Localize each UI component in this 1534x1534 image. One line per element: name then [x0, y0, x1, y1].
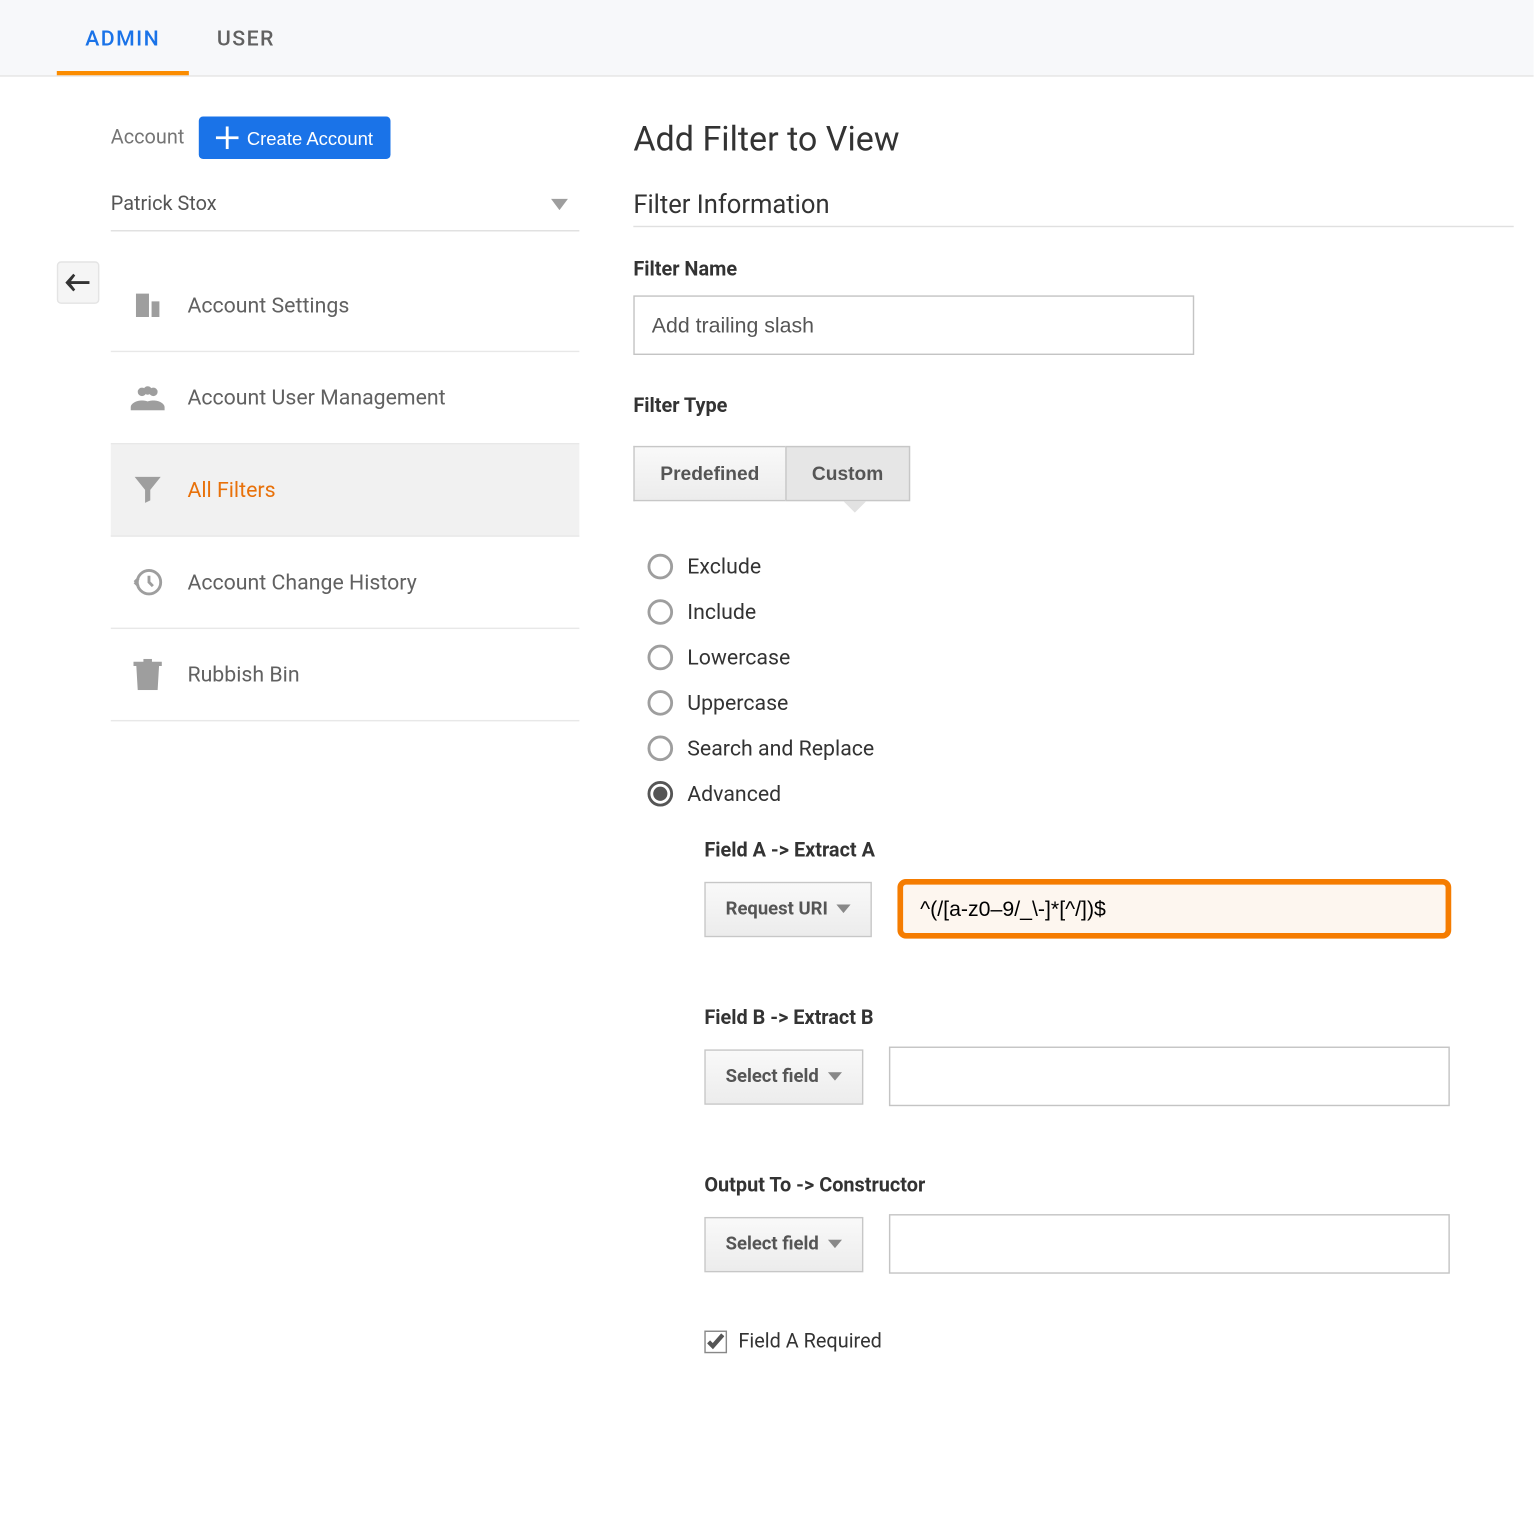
- filter-type-label: Filter Type: [633, 395, 1533, 418]
- chevron-down-icon: [551, 199, 568, 210]
- radio-lowercase[interactable]: Lowercase: [648, 635, 1534, 680]
- sidebar-item-all-filters[interactable]: All Filters: [111, 444, 580, 536]
- sidebar-item-label: Account Settings: [187, 293, 349, 319]
- create-account-label: Create Account: [247, 127, 373, 148]
- sidebar-item-change-history[interactable]: Account Change History: [111, 537, 580, 629]
- radio-search-replace[interactable]: Search and Replace: [648, 726, 1534, 771]
- page-title: Add Filter to View: [633, 119, 1533, 159]
- back-arrow-icon: [65, 273, 91, 293]
- filter-type-radios: Exclude Include Lowercase Uppercase Sear…: [648, 544, 1534, 817]
- account-selector[interactable]: Patrick Stox: [111, 179, 580, 232]
- account-label: Account: [111, 126, 185, 149]
- radio-exclude[interactable]: Exclude: [648, 544, 1534, 589]
- create-account-button[interactable]: Create Account: [199, 116, 391, 159]
- dropdown-value: Select field: [726, 1066, 819, 1087]
- building-icon: [131, 288, 165, 322]
- output-label: Output To -> Constructor: [704, 1174, 1533, 1197]
- radio-include[interactable]: Include: [648, 589, 1534, 634]
- funnel-icon: [131, 473, 165, 507]
- checkbox-icon: [704, 1331, 727, 1354]
- radio-label: Lowercase: [687, 645, 790, 671]
- dropdown-value: Request URI: [726, 898, 828, 919]
- users-icon: [131, 381, 165, 415]
- field-a-input[interactable]: [897, 879, 1451, 939]
- chevron-down-icon: [836, 905, 850, 914]
- seg-custom[interactable]: Custom: [785, 446, 910, 501]
- chevron-down-icon: [827, 1072, 841, 1081]
- radio-label: Advanced: [687, 781, 781, 807]
- top-tabs: ADMIN USER: [0, 0, 1534, 77]
- filter-type-segment: Predefined Custom: [633, 446, 910, 501]
- back-button[interactable]: [57, 261, 100, 304]
- radio-label: Uppercase: [687, 690, 788, 716]
- radio-label: Search and Replace: [687, 736, 874, 762]
- sidebar-item-label: Account Change History: [187, 569, 416, 595]
- sidebar-item-label: Rubbish Bin: [187, 662, 299, 688]
- plus-icon: [216, 126, 239, 149]
- seg-predefined[interactable]: Predefined: [633, 446, 785, 501]
- field-a-required-checkbox[interactable]: Field A Required: [704, 1331, 1533, 1354]
- tab-admin[interactable]: ADMIN: [57, 0, 189, 75]
- sidebar-item-rubbish-bin[interactable]: Rubbish Bin: [111, 629, 580, 721]
- field-a-label: Field A -> Extract A: [704, 839, 1533, 862]
- sidebar-item-account-settings[interactable]: Account Settings: [111, 260, 580, 352]
- chevron-down-icon: [827, 1240, 841, 1249]
- radio-label: Exclude: [687, 554, 761, 580]
- account-name: Patrick Stox: [111, 193, 217, 216]
- sidebar-item-label: All Filters: [187, 477, 275, 503]
- sidebar-item-user-management[interactable]: Account User Management: [111, 352, 580, 444]
- radio-uppercase[interactable]: Uppercase: [648, 680, 1534, 725]
- checkbox-label: Field A Required: [738, 1331, 881, 1354]
- output-input[interactable]: [888, 1214, 1449, 1274]
- field-b-input[interactable]: [888, 1047, 1449, 1107]
- trash-icon: [131, 657, 165, 691]
- filter-name-label: Filter Name: [633, 258, 1533, 281]
- main-panel: Add Filter to View Filter Information Fi…: [579, 77, 1533, 1354]
- history-icon: [131, 565, 165, 599]
- sidebar: Account Create Account Patrick Stox Acco…: [111, 77, 580, 1354]
- sidebar-item-label: Account User Management: [187, 385, 445, 411]
- filter-name-input[interactable]: [633, 295, 1194, 355]
- tab-user[interactable]: USER: [189, 0, 304, 75]
- section-filter-information: Filter Information: [633, 190, 1513, 227]
- dropdown-value: Select field: [726, 1233, 819, 1254]
- seg-arrow-icon: [843, 501, 866, 512]
- output-dropdown[interactable]: Select field: [704, 1216, 862, 1271]
- radio-advanced[interactable]: Advanced: [648, 771, 1534, 816]
- field-b-label: Field B -> Extract B: [704, 1007, 1533, 1030]
- field-a-dropdown[interactable]: Request URI: [704, 881, 872, 936]
- field-b-dropdown[interactable]: Select field: [704, 1049, 862, 1104]
- radio-label: Include: [687, 599, 756, 625]
